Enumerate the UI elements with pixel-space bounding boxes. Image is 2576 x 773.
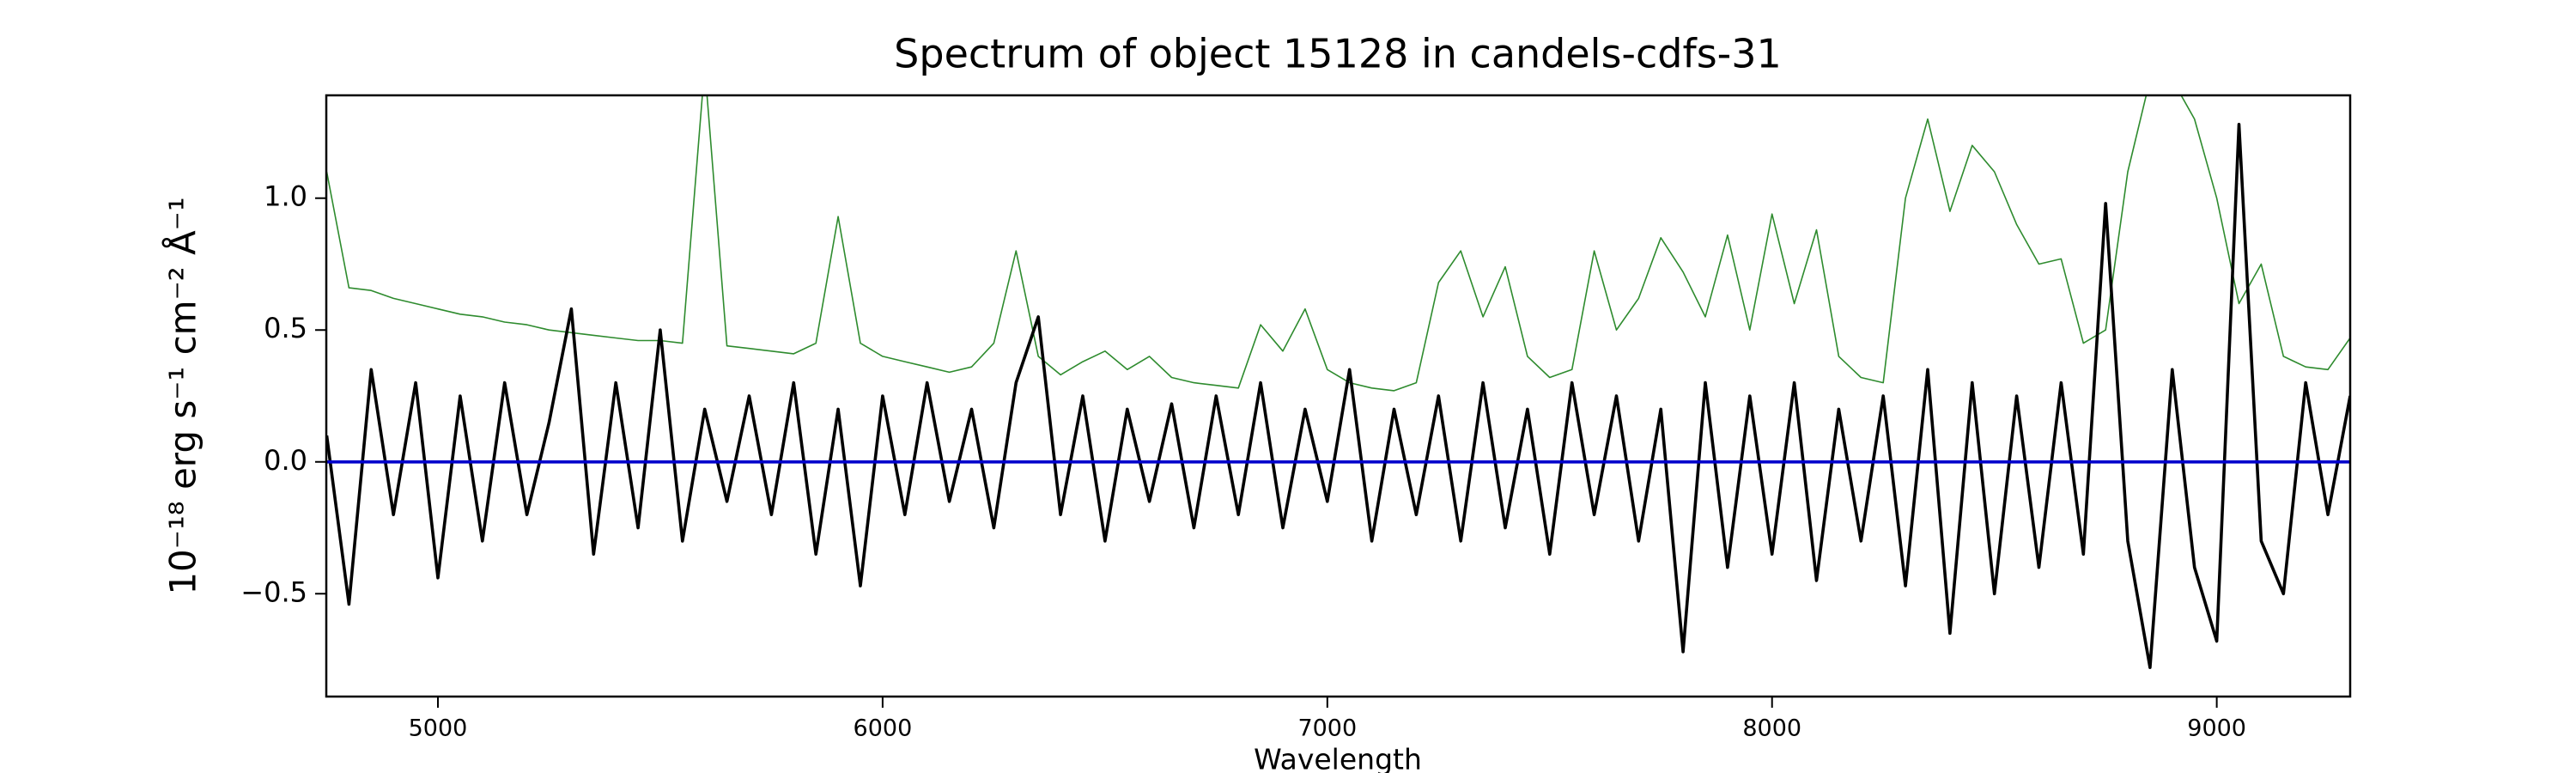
x-tick-label: 8000 <box>1742 715 1801 742</box>
spectrum-line <box>326 123 2350 669</box>
x-tick-label: 9000 <box>2187 715 2246 742</box>
axes-frame <box>325 94 2352 698</box>
x-tick-label: 7000 <box>1297 715 1357 742</box>
y-tick-label: 1.0 <box>264 180 307 213</box>
x-axis-label: Wavelength <box>1254 743 1422 773</box>
y-tick-label: 0.0 <box>264 444 307 477</box>
x-tick-label: 6000 <box>854 715 913 742</box>
x-tick-label: 5000 <box>409 715 468 742</box>
y-tick-label: 0.5 <box>264 312 307 344</box>
chart-title: Spectrum of object 15128 in candels-cdfs… <box>894 31 1782 77</box>
y-axis-label: 10⁻¹⁸ erg s⁻¹ cm⁻² Å⁻¹ <box>161 197 204 594</box>
y-tick-label: −0.5 <box>240 575 307 608</box>
spectrum-line <box>326 95 2350 392</box>
plot-area <box>326 95 2350 669</box>
